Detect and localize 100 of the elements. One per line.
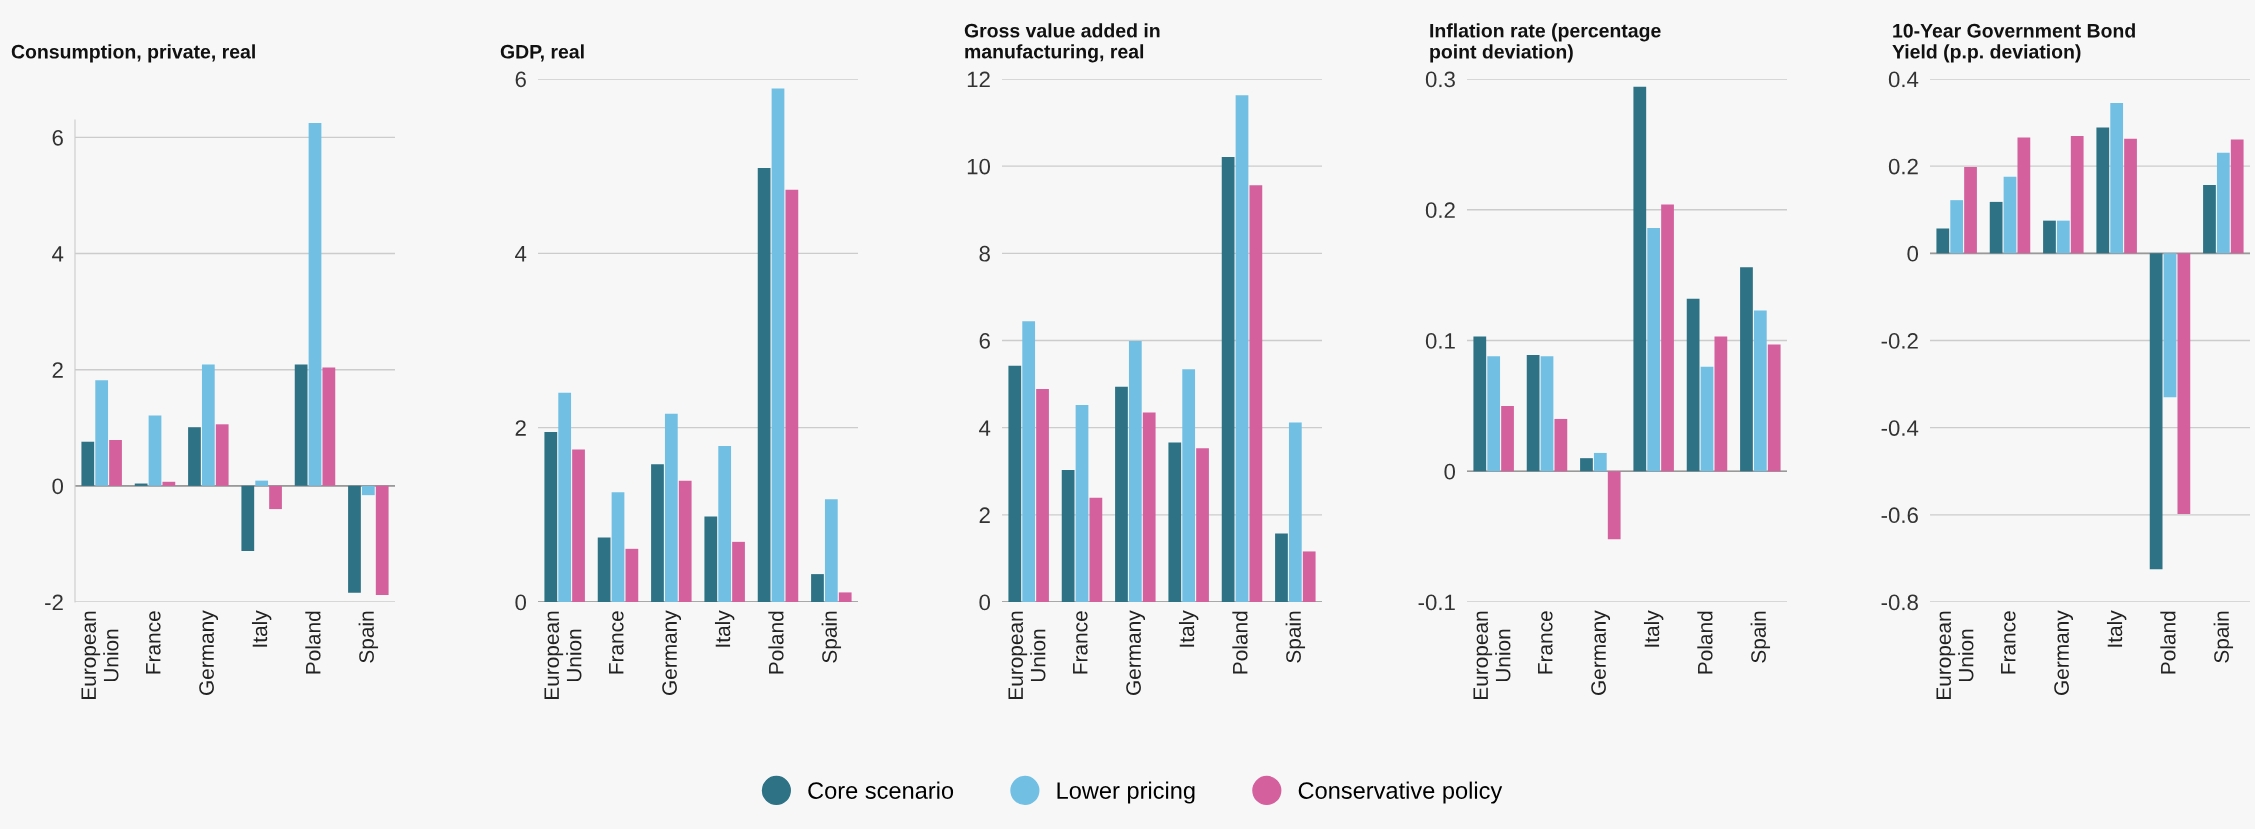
x-tick-label: European Union (1473, 611, 1511, 699)
bar (1580, 458, 1593, 472)
x-tick-label: Germany (662, 610, 682, 695)
bar (1714, 336, 1728, 472)
bar (2230, 139, 2244, 254)
bar (2149, 253, 2163, 570)
bar (375, 485, 389, 596)
y-tick-label: 0 (1444, 463, 1456, 480)
bar (1142, 412, 1156, 602)
x-tick-label: Italy (1178, 610, 1199, 647)
bar (1302, 551, 1316, 602)
bar (1540, 356, 1554, 472)
bar (1036, 388, 1049, 602)
x-tick-label: Spain (821, 611, 842, 663)
x-tick-label: Poland (2160, 611, 2176, 674)
bar (572, 449, 585, 602)
bar (109, 439, 122, 486)
bar (95, 380, 109, 486)
bar (1473, 336, 1487, 472)
bar (1061, 469, 1075, 602)
bar (1487, 356, 1501, 472)
bar (1607, 471, 1621, 540)
x-tick-label: Poland (1697, 611, 1713, 674)
bar (771, 88, 785, 602)
bar (2163, 253, 2177, 398)
bar (1008, 365, 1022, 602)
y-tick-label: 0 (1907, 245, 1919, 262)
x-tick-label: Spain (1750, 611, 1771, 663)
chart-title: Gross value added in manufacturing, real (964, 23, 1160, 63)
bar (558, 392, 572, 602)
bar (361, 485, 375, 496)
y-tick-label: 0.2 (1425, 202, 1455, 219)
bar (308, 122, 322, 486)
y-tick-label: 2 (979, 507, 990, 523)
bar (704, 516, 718, 602)
bar (1700, 366, 1714, 472)
bar (2177, 253, 2191, 514)
y-tick-label: -0.4 (1881, 420, 1919, 436)
y-tick-label: 0.4 (1888, 71, 1919, 88)
bar (1633, 86, 1647, 472)
bar (1767, 344, 1781, 472)
bar (2216, 152, 2230, 254)
y-tick-label: -0.8 (1881, 594, 1918, 611)
bar (188, 427, 201, 486)
y-tick-label: -0.2 (1881, 333, 1918, 349)
bar (811, 574, 824, 602)
bar (1249, 185, 1263, 602)
bar (824, 499, 838, 602)
bar (1740, 267, 1753, 472)
bar (162, 481, 176, 486)
chart-title: GDP, real (500, 44, 584, 62)
bar (2110, 102, 2124, 254)
bar (1168, 442, 1182, 602)
y-tick-label: 0.1 (1425, 333, 1455, 349)
x-tick-label: France (1538, 611, 1553, 674)
bar (678, 480, 692, 602)
y-tick-label: 0.3 (1425, 71, 1455, 88)
legend-label: Conservative policy (1298, 781, 1503, 804)
bar (1526, 354, 1540, 472)
bar (241, 485, 255, 551)
y-tick-label: 0 (515, 594, 527, 611)
y-tick-label: 8 (979, 245, 990, 262)
y-tick-label: 10 (967, 158, 991, 175)
x-tick-label: Germany (2054, 610, 2074, 695)
x-tick-label: Spain (358, 611, 379, 663)
bar (148, 415, 162, 486)
bar (718, 445, 732, 602)
bar (1686, 298, 1700, 472)
x-tick-label: Poland (1232, 611, 1248, 674)
legend-label: Lower pricing (1057, 781, 1195, 804)
bar (651, 464, 664, 602)
x-tick-label: France (146, 611, 161, 674)
bar (255, 480, 269, 486)
bar (544, 432, 558, 602)
bar (201, 364, 215, 486)
y-tick-label: 6 (52, 129, 63, 146)
chart-title: 10-Year Government Bond Yield (p.p. deviation) (1892, 23, 2135, 63)
y-tick-label: 12 (967, 71, 990, 88)
bar (1964, 167, 1977, 254)
bar (1115, 386, 1128, 602)
x-tick-label: Germany (199, 610, 219, 695)
x-tick-label: European Union (81, 611, 119, 699)
bar (2124, 138, 2137, 254)
y-tick-label: 0 (52, 478, 64, 495)
x-tick-label: France (609, 611, 624, 674)
bar (1554, 418, 1568, 472)
bar (2003, 176, 2017, 254)
y-tick-label: -0.1 (1418, 594, 1455, 611)
y-tick-label: 4 (979, 420, 991, 436)
bar (2056, 220, 2070, 254)
bar (625, 548, 639, 602)
y-tick-label: 6 (515, 71, 526, 88)
y-tick-label: 4 (515, 246, 527, 262)
x-tick-label: Germany (1126, 610, 1146, 695)
bar (611, 492, 625, 602)
bar (1089, 497, 1103, 602)
bar (732, 541, 745, 602)
bar (1075, 405, 1089, 602)
bar (215, 424, 229, 486)
x-tick-label: European Union (544, 611, 582, 699)
